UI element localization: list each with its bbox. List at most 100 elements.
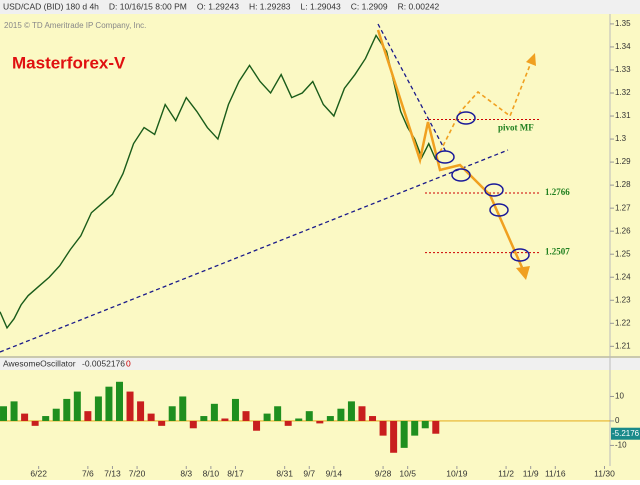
drawing bbox=[510, 248, 530, 262]
osc-bar bbox=[105, 386, 113, 421]
osc-bar bbox=[263, 413, 271, 421]
osc-bar bbox=[295, 418, 303, 421]
x-tick-label: 6/22 bbox=[30, 468, 47, 478]
x-tick-label: 8/31 bbox=[276, 468, 293, 478]
osc-bar bbox=[326, 416, 334, 421]
overlay bbox=[0, 23, 536, 353]
osc-bar bbox=[305, 411, 313, 421]
osc-bar bbox=[42, 416, 50, 421]
header-item: L: 1.29043 bbox=[301, 1, 341, 11]
osc-bar bbox=[411, 420, 419, 436]
osc-bar bbox=[189, 420, 197, 429]
osc-bar bbox=[379, 420, 387, 436]
drawing bbox=[377, 23, 447, 153]
osc-bar bbox=[432, 420, 440, 434]
osc-bar bbox=[200, 416, 208, 421]
drawing bbox=[451, 168, 471, 182]
osc-bar bbox=[94, 396, 102, 421]
osc-bar bbox=[421, 420, 429, 429]
osc-bar bbox=[358, 406, 366, 421]
x-tick-label: 10/19 bbox=[446, 468, 468, 478]
y-tick-label: 1.21 bbox=[615, 341, 631, 350]
y-tick-label: 1.27 bbox=[615, 203, 631, 212]
x-tick-label: 8/3 bbox=[180, 468, 192, 478]
y-tick-label: 1.35 bbox=[615, 19, 631, 28]
y-tick-label: 1.25 bbox=[615, 249, 631, 258]
drawing bbox=[516, 266, 530, 280]
osc-bar bbox=[400, 420, 408, 448]
y-tick-label: 1.29 bbox=[615, 157, 631, 166]
y-tick-label: 1.24 bbox=[615, 272, 631, 281]
header-item: D: 10/16/15 8:00 PM bbox=[109, 1, 187, 11]
x-tick-label: 7/13 bbox=[104, 468, 121, 478]
chart-title: Masterforex-V bbox=[12, 53, 126, 72]
drawing bbox=[435, 150, 455, 164]
drawing bbox=[484, 183, 504, 197]
value-box bbox=[611, 427, 640, 440]
y-tick-label: 1.32 bbox=[615, 88, 631, 97]
osc-bar bbox=[84, 411, 92, 421]
value-label: -5.2176 bbox=[612, 429, 640, 438]
osc-bar bbox=[21, 413, 29, 421]
osc-bar bbox=[253, 420, 261, 431]
x-tick-label: 7/20 bbox=[129, 468, 146, 478]
osc-header-bar bbox=[0, 358, 640, 370]
osc-value: -0.0052176 bbox=[82, 358, 125, 368]
drawing bbox=[489, 203, 509, 217]
osc-bar bbox=[242, 411, 250, 421]
x-tick-label: 7/6 bbox=[82, 468, 94, 478]
y-tick-label: 1.3 bbox=[615, 134, 627, 143]
header-bar bbox=[0, 0, 640, 14]
osc-bar bbox=[137, 401, 145, 421]
osc-bar bbox=[274, 406, 282, 421]
y-tick-label: 1.23 bbox=[615, 295, 631, 304]
header-item: R: 0.00242 bbox=[398, 1, 440, 11]
x-tick-label: 8/17 bbox=[227, 468, 244, 478]
osc-bar bbox=[316, 420, 324, 424]
x-tick-label: 9/14 bbox=[326, 468, 343, 478]
osc-bar bbox=[168, 406, 176, 421]
osc-bar bbox=[231, 398, 239, 421]
y-tick-label: 1.34 bbox=[615, 42, 631, 51]
header-item: O: 1.29243 bbox=[197, 1, 239, 11]
drawing bbox=[526, 53, 536, 66]
y-tick-label: 1.31 bbox=[615, 111, 631, 120]
y-tick-label: 1.22 bbox=[615, 318, 631, 327]
y-tick-label: 1.26 bbox=[615, 226, 631, 235]
osc-bar bbox=[284, 420, 292, 426]
header-item: C: 1.2909 bbox=[351, 1, 388, 11]
osc-bar bbox=[63, 398, 71, 421]
x-tick-label: 9/7 bbox=[303, 468, 315, 478]
x-tick-label: 11/30 bbox=[594, 468, 615, 478]
drawing bbox=[0, 149, 509, 353]
drawing bbox=[439, 59, 533, 153]
y-tick-label: 0 bbox=[615, 416, 620, 425]
x-tick-label: 11/2 bbox=[498, 468, 514, 478]
osc-bar bbox=[147, 413, 155, 421]
osc-bar bbox=[179, 396, 187, 421]
y-tick-label: 10 bbox=[615, 392, 624, 401]
copyright: 2015 © TD Ameritrade IP Company, Inc. bbox=[4, 21, 146, 30]
y-tick-label: 1.28 bbox=[615, 180, 631, 189]
annotation: pivot MF bbox=[498, 123, 534, 133]
osc-bar bbox=[158, 420, 166, 426]
osc-title: AwesomeOscillator bbox=[3, 358, 76, 368]
osc-bar bbox=[0, 406, 8, 421]
osc-bar bbox=[115, 381, 123, 421]
x-tick-label: 10/5 bbox=[399, 468, 416, 478]
annotation: 1.2766 bbox=[545, 187, 570, 197]
x-tick-label: 9/28 bbox=[375, 468, 392, 478]
header-item: USD/CAD (BID) 180 d 4h bbox=[3, 1, 99, 11]
y-tick-label: 1.33 bbox=[615, 65, 631, 74]
osc-bar bbox=[31, 420, 39, 426]
annotation: 1.2507 bbox=[545, 247, 570, 257]
osc-bar bbox=[52, 408, 60, 421]
osc-bar bbox=[369, 416, 377, 421]
x-tick-label: 8/10 bbox=[203, 468, 220, 478]
osc-bar bbox=[73, 391, 81, 421]
y-tick-label: -10 bbox=[615, 441, 627, 450]
osc-bar bbox=[337, 408, 345, 421]
x-tick-label: 11/9 bbox=[523, 468, 539, 478]
osc-bar bbox=[210, 403, 218, 421]
